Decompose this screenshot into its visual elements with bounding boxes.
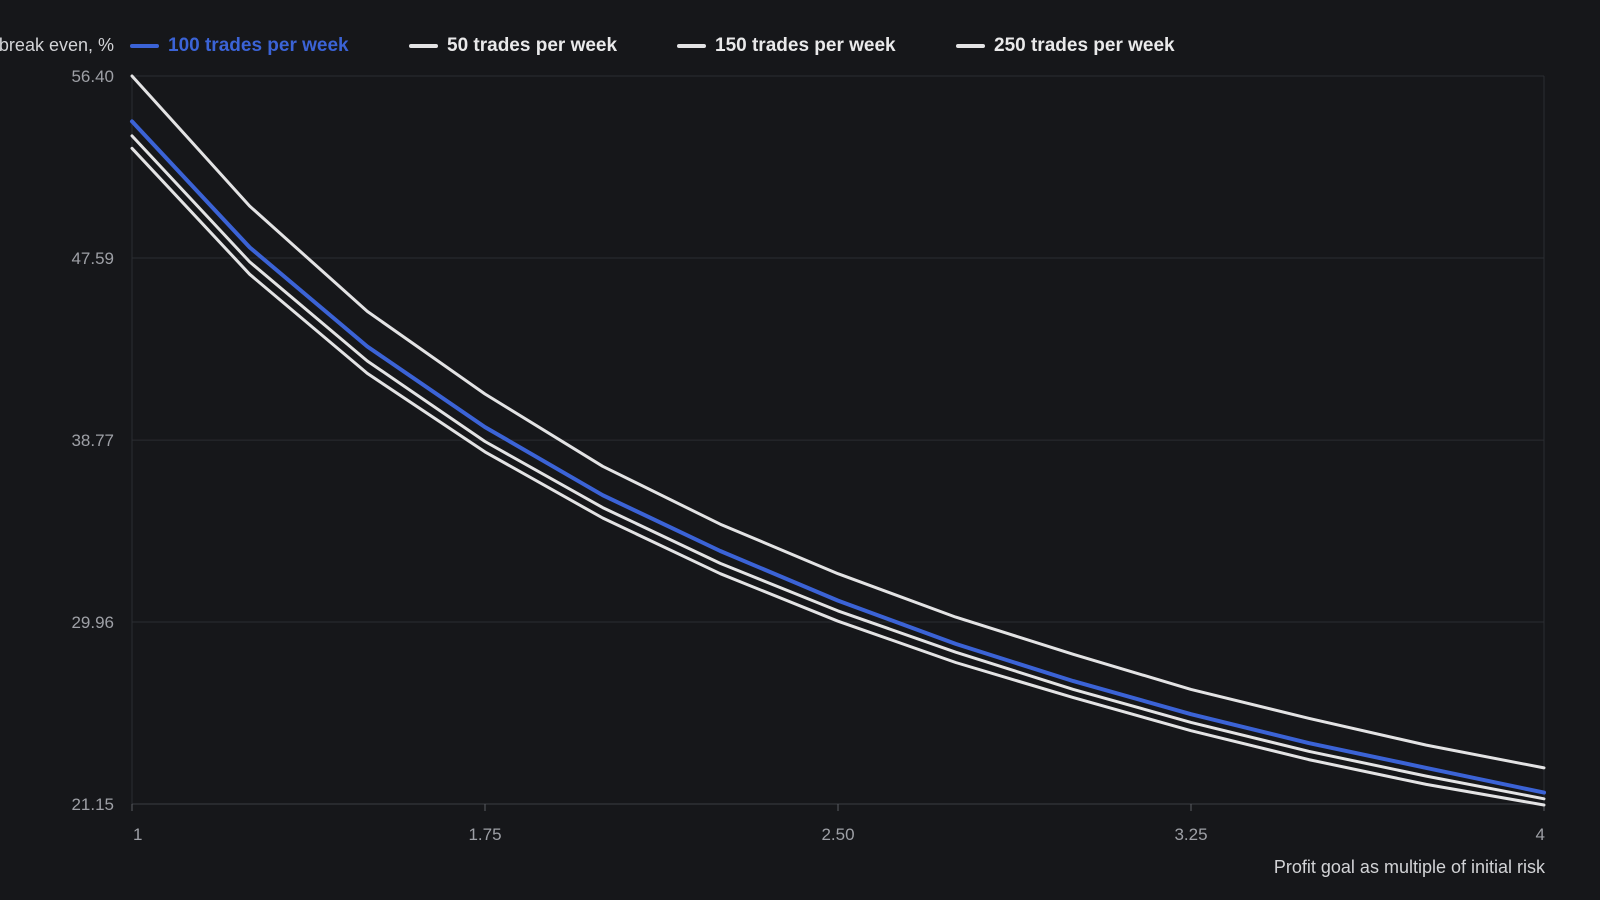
y-axis-label: break even, % bbox=[0, 35, 114, 55]
series-line-100 bbox=[130, 119, 1546, 795]
legend-item-100[interactable]: 100 trades per week bbox=[130, 35, 349, 57]
legend-label: 100 trades per week bbox=[168, 35, 349, 56]
series-line-150 bbox=[130, 134, 1546, 801]
legend-item-150[interactable]: 150 trades per week bbox=[677, 35, 896, 57]
series-line-50 bbox=[130, 74, 1546, 770]
x-tick-label: 3.25 bbox=[1174, 825, 1207, 844]
legend-swatch bbox=[130, 44, 159, 48]
legend-label: 150 trades per week bbox=[715, 35, 896, 56]
y-tick-label: 21.15 bbox=[71, 795, 114, 814]
legend-swatch bbox=[677, 44, 706, 48]
y-tick-label: 38.77 bbox=[71, 431, 114, 450]
x-tick-label: 4 bbox=[1536, 825, 1545, 844]
legend-item-250[interactable]: 250 trades per week bbox=[956, 35, 1175, 57]
y-tick-label: 47.59 bbox=[71, 249, 114, 268]
series-line-250 bbox=[130, 146, 1546, 807]
x-axis-label: Profit goal as multiple of initial risk bbox=[1273, 857, 1545, 877]
y-tick-label: 29.96 bbox=[71, 613, 114, 632]
legend-item-50[interactable]: 50 trades per week bbox=[409, 35, 617, 57]
legend-swatch bbox=[956, 44, 985, 48]
y-tick-label: 56.40 bbox=[71, 67, 114, 86]
x-tick-label: 1.75 bbox=[468, 825, 501, 844]
legend-label: 50 trades per week bbox=[447, 35, 618, 56]
legend-swatch bbox=[409, 44, 438, 48]
legend-label: 250 trades per week bbox=[994, 35, 1175, 56]
x-tick-label: 2.50 bbox=[821, 825, 854, 844]
x-tick-label: 1 bbox=[133, 825, 142, 844]
